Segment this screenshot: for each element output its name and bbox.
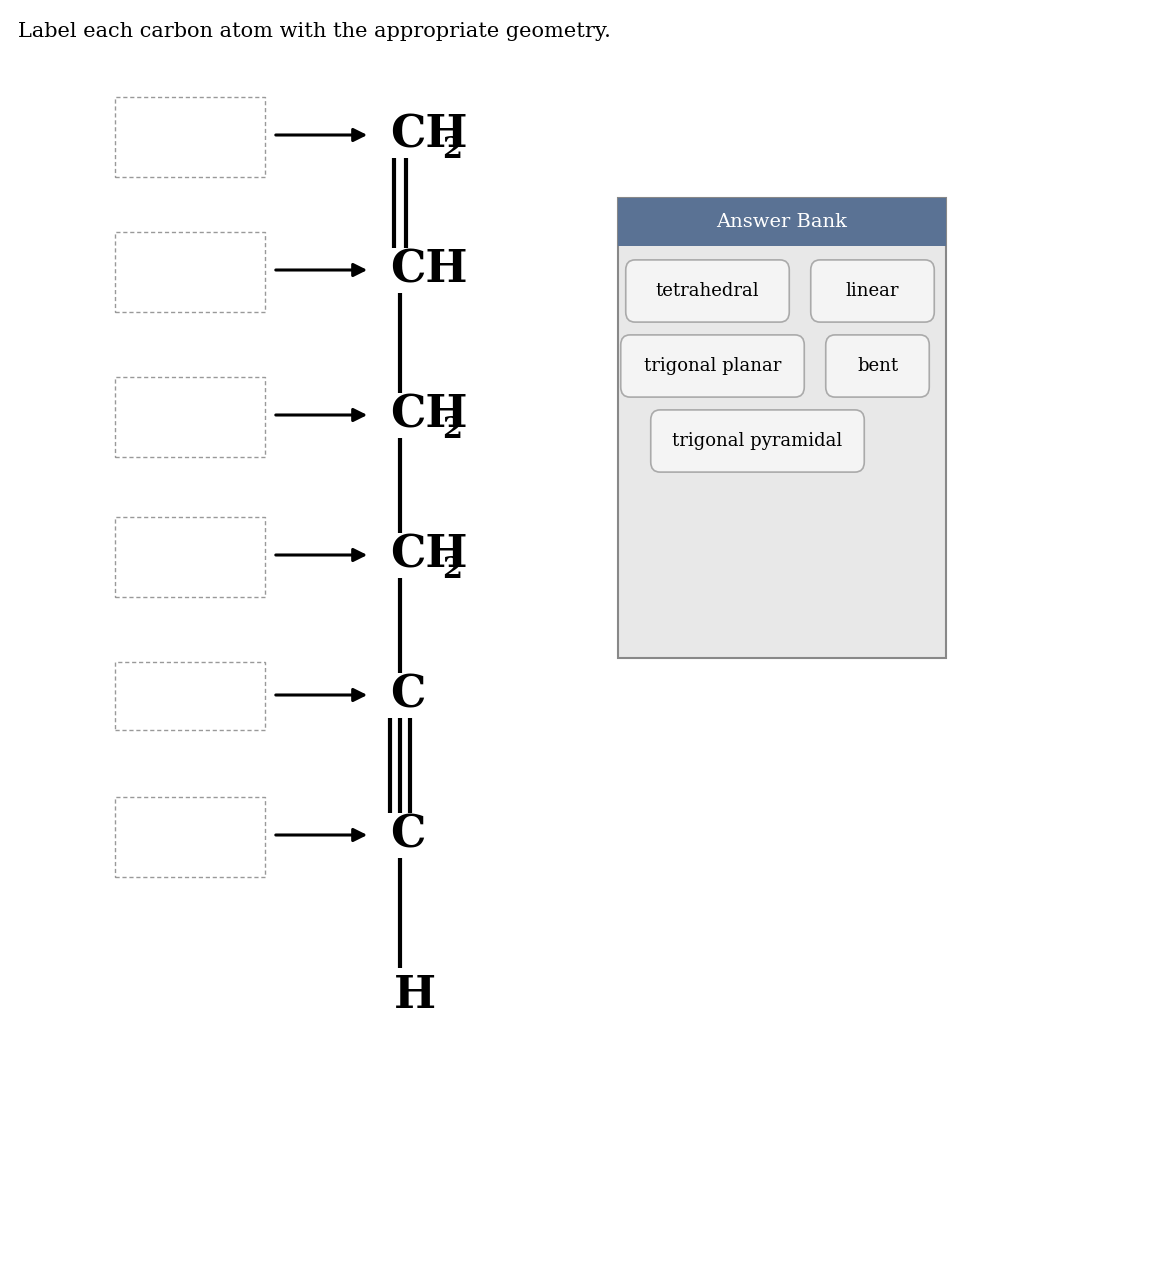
Text: C: C (390, 814, 425, 857)
FancyBboxPatch shape (826, 334, 929, 398)
FancyBboxPatch shape (115, 517, 265, 597)
FancyArrowPatch shape (276, 829, 364, 840)
Text: H: H (394, 973, 437, 1016)
Text: CH: CH (390, 534, 468, 577)
FancyBboxPatch shape (115, 377, 265, 457)
Text: linear: linear (845, 281, 900, 300)
FancyArrowPatch shape (276, 265, 364, 275)
Text: 2: 2 (442, 135, 462, 164)
Text: tetrahedral: tetrahedral (655, 281, 760, 300)
Text: Label each carbon atom with the appropriate geometry.: Label each carbon atom with the appropri… (19, 21, 611, 40)
FancyArrowPatch shape (276, 130, 364, 140)
Text: CH: CH (390, 114, 468, 156)
Text: bent: bent (857, 357, 899, 375)
FancyArrowPatch shape (276, 549, 364, 560)
FancyBboxPatch shape (625, 260, 790, 322)
FancyBboxPatch shape (115, 97, 265, 177)
FancyBboxPatch shape (115, 232, 265, 312)
Text: 2: 2 (442, 414, 462, 443)
Text: Answer Bank: Answer Bank (717, 213, 848, 231)
FancyBboxPatch shape (618, 198, 946, 246)
Text: CH: CH (390, 394, 468, 437)
FancyBboxPatch shape (618, 198, 946, 658)
FancyArrowPatch shape (276, 689, 364, 700)
FancyBboxPatch shape (115, 663, 265, 729)
FancyBboxPatch shape (115, 798, 265, 877)
FancyArrowPatch shape (276, 409, 364, 420)
FancyBboxPatch shape (621, 334, 805, 398)
FancyBboxPatch shape (651, 410, 864, 472)
Text: CH: CH (390, 249, 468, 292)
Text: 2: 2 (442, 554, 462, 583)
FancyBboxPatch shape (811, 260, 935, 322)
Text: C: C (390, 674, 425, 717)
Text: trigonal planar: trigonal planar (644, 357, 782, 375)
Text: trigonal pyramidal: trigonal pyramidal (673, 432, 843, 451)
